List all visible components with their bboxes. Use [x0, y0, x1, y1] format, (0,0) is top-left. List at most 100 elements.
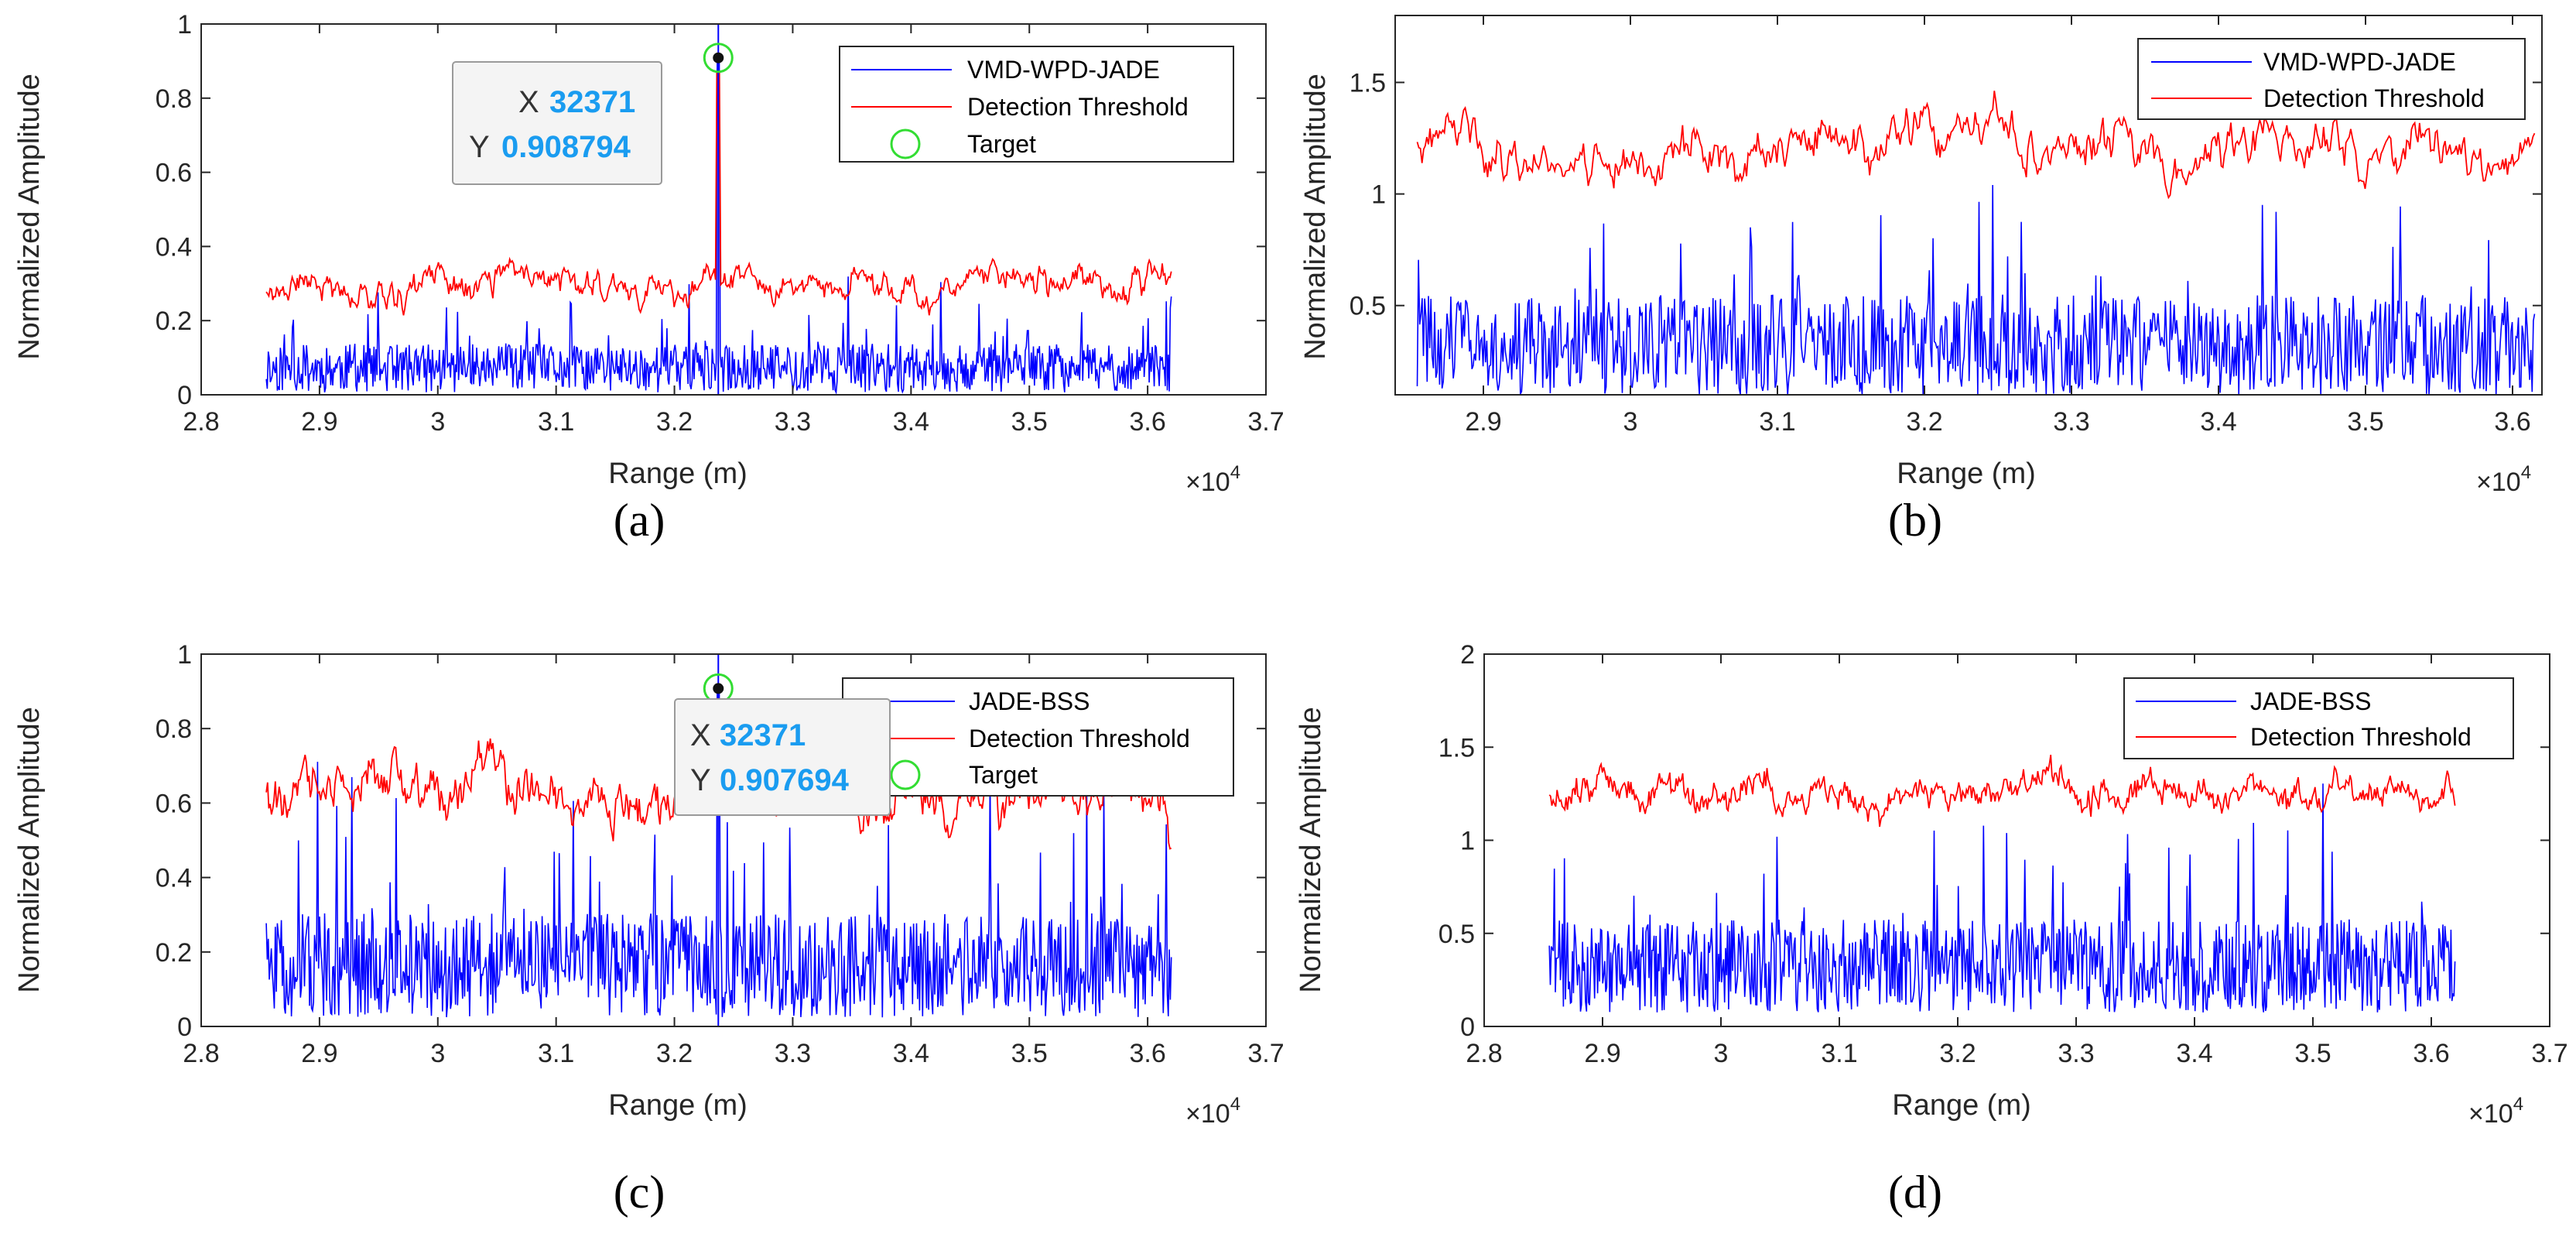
- chart-d-ylabel: Normalized Amplitude: [1295, 707, 1327, 993]
- y-tick-label: 0: [177, 381, 192, 410]
- y-tick-label: 0.5: [1350, 292, 1386, 321]
- legend-label-signal: JADE-BSS: [2250, 687, 2371, 715]
- y-tick-label: 1.5: [1439, 733, 1475, 762]
- axes-frame: [200, 653, 1267, 1027]
- series-line-signal: [1548, 783, 2456, 1013]
- legend-box: [2123, 677, 2514, 759]
- x-tick-label: 3: [1714, 1039, 1729, 1068]
- y-tick-label: 2: [1460, 640, 1475, 670]
- x-tick-label: 3.3: [775, 1039, 811, 1068]
- y-tick-label: 0.8: [156, 714, 192, 744]
- chart-c-ylabel: Normalized Amplitude: [13, 707, 46, 993]
- chart-b-axes: 2.9 3 3.1 3.2 3.3 3.4 3.5 3.6 0.5 1 1.5: [1350, 15, 2543, 437]
- chart-a-axes: 2.8 2.9 3 3.1 3.2 3.3 3.4 3.5 3.6 3.7 0 0.2 0.4 0.6 0.…: [156, 10, 1285, 437]
- x-tick-label: 3.3: [2058, 1039, 2094, 1068]
- x-tick-label: 2.9: [301, 1039, 337, 1068]
- chart-panel-d: 2.8 2.9 3 3.1 3.2 3.3 3.4 3.5 3.6 3.7 0 0.5 1 1.5 2 Ra…: [1295, 640, 2568, 1218]
- x-tick-label: 3.1: [538, 1039, 574, 1068]
- x-tick-label: 3.7: [2531, 1039, 2567, 1068]
- chart-a-datatip[interactable]: X 32371 Y 0.908794: [452, 61, 662, 185]
- x-tick-label: 3.3: [2053, 407, 2089, 437]
- y-tick-label: 0: [1460, 1013, 1475, 1042]
- chart-a-legend: VMD-WPD-JADE Detection Threshold Target: [839, 46, 1234, 163]
- y-tick-label: 0.4: [156, 864, 192, 893]
- panel-label-a: (a): [614, 495, 665, 546]
- x-tick-label: 2.8: [183, 1039, 219, 1068]
- x-tick-label: 3.7: [1247, 1039, 1284, 1068]
- x-tick-label: 3.4: [893, 407, 929, 437]
- x-tick-label: 2.8: [1466, 1039, 1502, 1068]
- x-tick-label: 3.2: [1939, 1039, 1976, 1068]
- chart-c-datatip[interactable]: X 32371 Y 0.907694: [674, 698, 891, 816]
- chart-c-axes: 2.8 2.9 3 3.1 3.2 3.3 3.4 3.5 3.6 3.7 0 0.2 0.4 0.6 0.…: [156, 640, 1285, 1068]
- x-tick-label: 3.6: [2494, 407, 2530, 437]
- axes-frame: [200, 23, 1267, 396]
- chart-d-x-exponent: ×104: [2468, 1094, 2523, 1129]
- x-tick-label: 3.4: [2176, 1039, 2212, 1068]
- x-tick-label: 2.8: [183, 407, 219, 437]
- x-tick-label: 3.5: [2347, 407, 2383, 437]
- series-line-threshold: [1416, 91, 2536, 200]
- chart-b-x-exponent: ×104: [2476, 462, 2531, 497]
- legend-swatch-target: [890, 128, 921, 159]
- x-tick-label: 3: [430, 1039, 445, 1068]
- legend-label-signal: JADE-BSS: [969, 687, 1090, 715]
- y-tick-label: 0.5: [1439, 920, 1475, 949]
- x-tick-label: 3.5: [1011, 1039, 1048, 1068]
- chart-panel-c: 2.8 2.9 3 3.1 3.2 3.3 3.4 3.5 3.6 3.7 0 0.2 0.4 0.6 0.…: [13, 640, 1285, 1218]
- chart-d-legend: JADE-BSS Detection Threshold: [2123, 677, 2514, 759]
- legend-label-threshold: Detection Threshold: [2250, 723, 2472, 751]
- y-tick-label: 1.5: [1350, 68, 1386, 98]
- y-tick-label: 0.6: [156, 159, 192, 188]
- chart-d-xlabel: Range (m): [1892, 1089, 2031, 1122]
- y-tick-label: 1: [177, 640, 192, 670]
- chart-c-x-exponent: ×104: [1185, 1094, 1240, 1129]
- datatip-y-value: 0.907694: [720, 763, 850, 797]
- x-tick-label: 2.9: [1584, 1039, 1620, 1068]
- panel-label-d: (d): [1888, 1167, 1942, 1218]
- series-line-threshold: [1548, 754, 2456, 828]
- legend-label-signal: VMD-WPD-JADE: [2263, 48, 2456, 76]
- x-tick-label: 3.6: [1129, 407, 1165, 437]
- legend-label-threshold: Detection Threshold: [2263, 84, 2485, 112]
- chart-panel-a: 2.8 2.9 3 3.1 3.2 3.3 3.4 3.5 3.6 3.7 0 0.2 0.4 0.6 0.…: [13, 10, 1285, 546]
- datatip-x-key: X: [690, 718, 711, 752]
- y-tick-label: 1: [1460, 827, 1475, 856]
- chart-a-ylabel: Normalized Amplitude: [13, 74, 46, 360]
- datatip-point[interactable]: [713, 683, 724, 694]
- datatip-box: [452, 61, 662, 185]
- chart-panel-b: 2.9 3 3.1 3.2 3.3 3.4 3.5 3.60.511.5 Range (m) …: [1299, 15, 2543, 546]
- datatip-point[interactable]: [713, 52, 724, 63]
- panel-label-c: (c): [614, 1167, 665, 1218]
- x-tick-label: 3.2: [656, 1039, 693, 1068]
- y-tick-label: 0.2: [156, 307, 192, 336]
- y-tick-label: 1: [177, 10, 192, 39]
- y-tick-label: 0: [177, 1013, 192, 1042]
- chart-d-axes: 2.8 2.9 3 3.1 3.2 3.3 3.4 3.5 3.6 3.7 0 0.5 1 1.5 2: [1439, 640, 2568, 1068]
- x-tick-label: 3.1: [538, 407, 574, 437]
- chart-b-legend: VMD-WPD-JADE Detection Threshold: [2137, 38, 2526, 120]
- x-tick-label: 3.6: [1129, 1039, 1165, 1068]
- legend-label-threshold: Detection Threshold: [969, 725, 1190, 752]
- axes-frame: [1394, 15, 2543, 396]
- legend-label-target: Target: [967, 130, 1036, 158]
- x-tick-label: 2.9: [1465, 407, 1501, 437]
- datatip-x-value: 32371: [720, 718, 806, 752]
- x-tick-label: 3.4: [893, 1039, 929, 1068]
- chart-c-xlabel: Range (m): [608, 1089, 747, 1122]
- x-tick-label: 3.2: [1906, 407, 1942, 437]
- target-marker[interactable]: [703, 43, 734, 74]
- chart-a-xlabel: Range (m): [608, 457, 747, 490]
- x-tick-label: 3.4: [2200, 407, 2236, 437]
- x-tick-label: 3: [1623, 407, 1638, 437]
- panel-label-b: (b): [1888, 495, 1942, 546]
- datatip-x-key: X: [518, 85, 539, 119]
- legend-box: [842, 677, 1234, 797]
- series-line-signal: [1416, 184, 2536, 396]
- x-tick-label: 3.1: [1821, 1039, 1857, 1068]
- y-tick-label: 0.8: [156, 84, 192, 114]
- datatip-y-key: Y: [469, 130, 490, 164]
- x-tick-label: 3.2: [656, 407, 693, 437]
- chart-a-x-exponent: ×104: [1185, 462, 1240, 497]
